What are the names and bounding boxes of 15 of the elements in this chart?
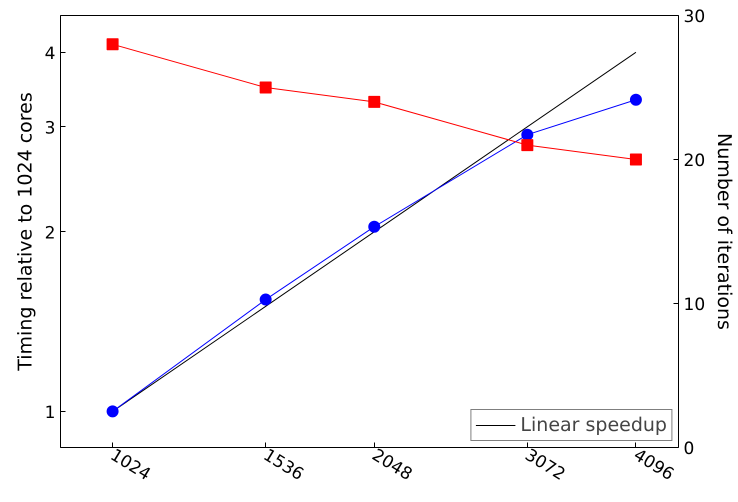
y-tick-label: 1 — [44, 402, 56, 423]
y-axis-title: Timing relative to 1024 cores — [14, 92, 37, 372]
y2-tick-label: 30 — [684, 7, 706, 27]
legend-label: Linear speedup — [520, 414, 667, 436]
point — [630, 94, 642, 106]
y2-tick-label: 10 — [684, 295, 706, 315]
y2-axis-title: Number of iterations — [713, 133, 736, 330]
y2-tick-label: 0 — [684, 439, 694, 459]
point — [106, 405, 119, 418]
y-tick-label: 3 — [44, 118, 56, 138]
x-tick-label: 4096 — [630, 445, 678, 485]
point — [368, 220, 380, 233]
y-tick-label: 2 — [44, 223, 56, 244]
y2-tick-label: 20 — [684, 151, 706, 171]
y-tick-label: 4 — [44, 44, 56, 64]
